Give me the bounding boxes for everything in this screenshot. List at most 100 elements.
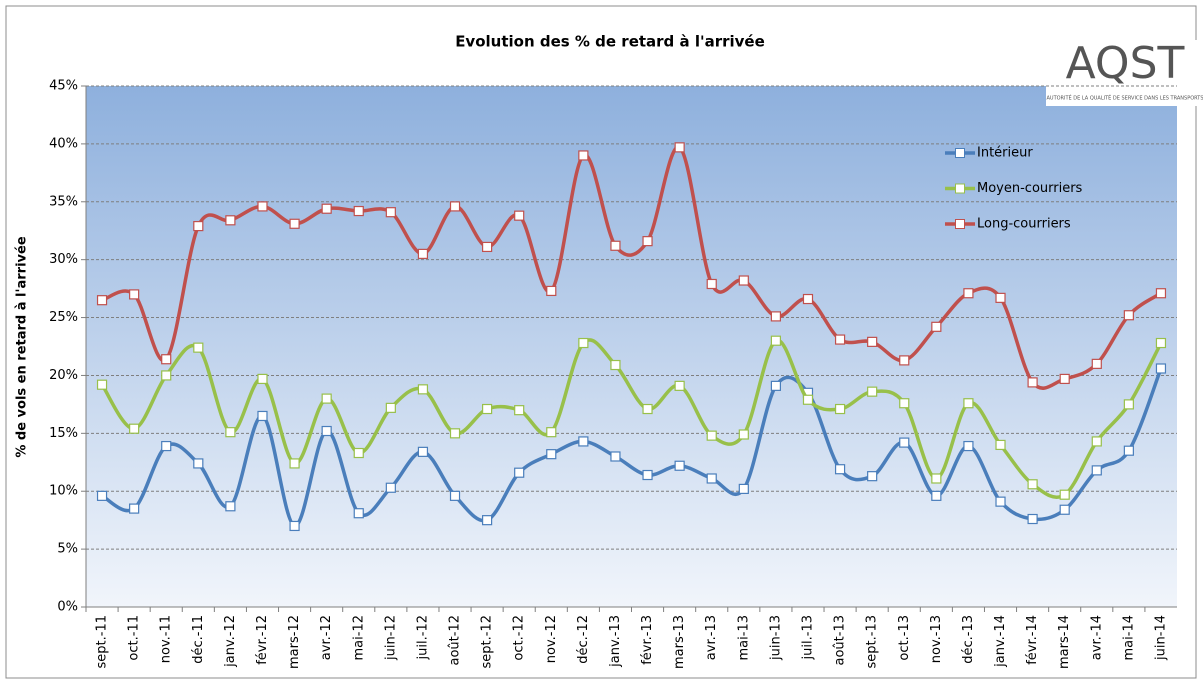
series-line [100,338,1163,499]
data-point [610,359,621,371]
data-point [867,336,878,347]
x-tick-label: juin-14 [1153,615,1168,661]
data-point [321,203,332,214]
data-point [161,354,172,365]
x-tick-label: janv.-12 [223,615,238,668]
data-point [257,373,268,385]
x-tick-label: avr.-12 [319,615,334,660]
logo-box [1046,40,1198,106]
data-point [963,398,974,409]
data-point [867,386,878,397]
x-tick-label: août-12 [448,615,463,666]
data-point [385,402,396,413]
data-point [1155,337,1167,349]
data-point [129,423,140,434]
data-point [353,447,364,459]
x-tick-label: avr.-13 [704,615,719,660]
x-tick-label: janv.-13 [608,615,623,668]
x-tick-label: juil.-13 [800,615,815,660]
data-point [995,439,1006,451]
data-point [482,515,493,526]
data-point [96,490,108,501]
data-point [514,467,525,478]
y-tick-label: 35% [49,194,78,209]
x-tick-label: juin-12 [383,615,398,661]
data-point [546,285,557,297]
data-point [706,278,717,290]
x-tick-label: août-13 [833,615,848,666]
x-tick-label: mai-12 [351,615,366,660]
data-point [96,295,108,306]
data-point [834,403,846,415]
plot-area [86,86,1177,607]
data-point [1155,363,1167,374]
logo-name: AQST [1066,38,1185,89]
x-tick-label: févr.-13 [640,615,655,665]
data-point [417,446,429,457]
data-point [706,430,717,441]
x-tick-label: oct.-11 [127,615,142,661]
data-point [1059,504,1070,515]
y-tick-label: 5% [57,542,78,557]
data-point [449,201,461,212]
data-point [417,384,429,395]
data-point [931,321,942,332]
y-tick-label: 30% [49,252,78,267]
data-point [289,218,300,229]
data-point [899,437,910,448]
data-point [514,210,525,221]
y-tick-label: 15% [49,426,78,441]
data-point [995,292,1006,303]
data-point [770,335,781,346]
x-tick-label: mars-14 [1057,615,1072,669]
y-tick-label: 0% [57,600,78,615]
data-point [1027,513,1038,525]
data-point [225,427,236,438]
data-point [899,355,910,366]
logo: AQST AUTORITÉ DE LA QUALITÉ DE SERVICE D… [1046,38,1203,106]
x-tick-label: nov.-11 [159,615,174,663]
data-point [289,520,300,532]
data-point [321,393,332,404]
x-tick-label: mai-13 [736,615,751,660]
y-tick-label: 25% [49,310,78,325]
data-point [899,398,910,409]
data-point [321,425,332,437]
data-point [257,410,268,422]
x-tick-label: mars-12 [287,615,302,669]
data-point [193,458,204,469]
data-point [1123,445,1134,456]
data-point [738,483,749,495]
data-point [578,436,589,447]
legend-marker [955,219,965,229]
data-point [193,220,204,232]
data-point [706,473,717,484]
data-point [129,503,140,514]
x-tick-label: déc.-12 [576,615,591,664]
data-point [1155,288,1167,299]
data-point [931,490,942,501]
x-tick-label: mai-14 [1121,615,1136,660]
data-point [449,428,461,439]
data-point [1027,377,1038,388]
x-tick-label: sept.-13 [865,615,880,669]
x-tick-label: oct.-12 [512,615,527,661]
data-point [770,311,781,322]
y-axis-label: % de vols en retard à l'arrivée [15,236,30,457]
data-point [642,403,653,415]
data-point [1091,436,1102,447]
chart-title: Evolution des % de retard à l'arrivée [455,33,765,51]
data-point [674,380,685,391]
data-point [642,236,653,247]
legend-label: Moyen-courriers [977,181,1083,196]
data-point [674,142,685,153]
data-point [482,241,493,253]
data-point [738,429,749,440]
data-point [1059,489,1070,500]
x-tick-label: févr.-14 [1025,615,1040,665]
data-point [738,275,749,286]
data-point [353,508,364,519]
data-point [802,394,814,405]
data-point [385,482,396,493]
